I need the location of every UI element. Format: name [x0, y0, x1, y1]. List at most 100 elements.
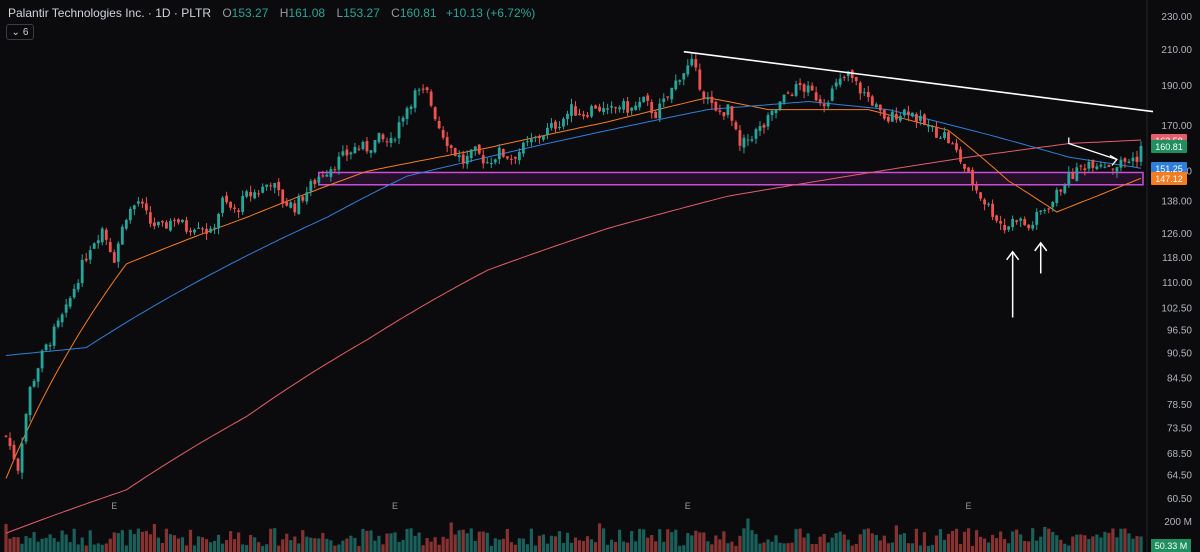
y-tick-label: 118.00: [1162, 253, 1192, 264]
volume-bar: [20, 543, 24, 552]
volume-bar: [774, 535, 778, 552]
candle-body: [1091, 159, 1095, 168]
candle-body: [325, 174, 329, 177]
candle-body: [866, 92, 870, 98]
volume-bar: [321, 532, 325, 552]
volume-bar: [1039, 536, 1043, 552]
candle-body: [277, 181, 281, 191]
candle-body: [550, 123, 553, 128]
candle-body: [1039, 210, 1043, 212]
candle-body: [742, 137, 746, 148]
candle-body: [650, 102, 654, 113]
y-tick-label: 210.00: [1161, 45, 1192, 56]
volume-bar: [453, 534, 457, 552]
earnings-marker: E: [392, 501, 398, 511]
candle-body: [148, 212, 152, 224]
candle-body: [205, 228, 208, 234]
candle-body: [999, 221, 1003, 224]
candle-body: [1063, 185, 1067, 194]
volume-bar: [148, 534, 152, 552]
volume-bar: [638, 528, 642, 552]
indicators-toggle-button[interactable]: ⌄ 6: [6, 24, 34, 40]
candle-body: [882, 109, 886, 119]
close-value: 160.81: [399, 6, 437, 20]
arrow-head-icon: [1109, 154, 1118, 166]
volume-bar: [1075, 534, 1079, 552]
volume-bar: [622, 541, 626, 552]
volume-bar: [196, 536, 201, 552]
candle-body: [802, 84, 806, 92]
volume-current-tag: [1151, 539, 1191, 552]
volume-bar: [902, 533, 906, 552]
candle-body: [654, 111, 658, 119]
volume-bar: [60, 530, 64, 552]
volume-bar: [593, 542, 598, 552]
volume-bar: [116, 533, 120, 552]
open-value: 153.27: [231, 6, 269, 20]
y-tick-label: 96.50: [1167, 325, 1192, 336]
candle-body: [546, 127, 549, 135]
volume-bar: [28, 537, 32, 552]
volume-bar: [609, 539, 614, 552]
ma-50-line: [5, 100, 1142, 356]
volume-bar: [465, 533, 469, 552]
volume-bar: [204, 539, 209, 552]
volume-bar: [962, 531, 967, 552]
candle-body: [622, 101, 626, 110]
volume-bar: [999, 531, 1003, 552]
symbol-title: Palantir Technologies Inc. · 1D · PLTR: [8, 6, 211, 20]
candle-body: [197, 227, 200, 229]
volume-bar: [124, 545, 128, 552]
candle-body: [790, 94, 794, 96]
candle-body: [124, 219, 128, 229]
volume-bar: [1127, 533, 1131, 552]
volume-bar: [152, 524, 157, 552]
candle-body: [682, 73, 686, 80]
candle-body: [257, 193, 261, 195]
volume-bar: [569, 542, 574, 552]
volume-bar: [1019, 534, 1023, 552]
volume-bar: [718, 539, 722, 552]
volume-bar: [702, 532, 706, 552]
candle-body: [329, 169, 333, 177]
candle-body: [185, 220, 188, 232]
volume-bar: [597, 523, 602, 552]
volume-bar: [1027, 541, 1031, 552]
candle-body: [662, 98, 666, 102]
candle-body: [76, 282, 80, 290]
candle-body: [389, 137, 393, 143]
candle-body: [100, 228, 104, 243]
candle-body: [489, 163, 493, 165]
volume-bar: [441, 536, 445, 552]
volume-bar: [68, 542, 72, 552]
candle-body: [449, 145, 453, 148]
volume-bar: [1099, 537, 1103, 552]
candle-body: [814, 92, 818, 101]
volume-bar: [1091, 536, 1095, 552]
volume-bar: [164, 528, 169, 552]
volume-bar: [1003, 539, 1007, 552]
price-tag: 160.81: [1151, 140, 1187, 154]
volume-bar: [100, 544, 104, 552]
candle-body: [533, 136, 537, 138]
candle-body: [437, 120, 441, 129]
candle-body: [144, 203, 148, 211]
candle-body: [902, 109, 906, 116]
volume-bar: [650, 535, 654, 552]
candle-body: [602, 108, 605, 113]
candle-body: [173, 219, 176, 221]
volume-bar: [742, 528, 746, 552]
earnings-marker: E: [685, 501, 691, 511]
volume-bar: [1015, 529, 1019, 552]
volume-bar: [1115, 537, 1119, 552]
volume-bar: [477, 531, 481, 552]
volume-bar: [80, 537, 84, 552]
volume-bar: [505, 528, 509, 552]
volume-bar: [1055, 535, 1059, 552]
volume-bar: [437, 544, 441, 552]
candle-body: [461, 154, 465, 164]
candle-body: [369, 150, 373, 153]
volume-bar: [830, 537, 834, 552]
ma-200-line: [5, 139, 1142, 534]
